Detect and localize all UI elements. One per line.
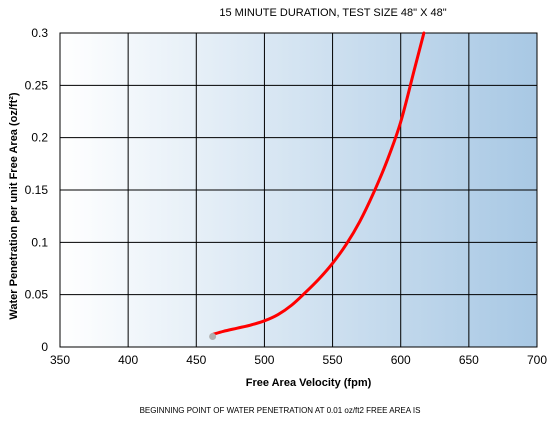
x-axis-label: Free Area Velocity (fpm) (246, 377, 372, 389)
x-tick-label: 400 (118, 353, 138, 367)
y-tick-label: 0.2 (31, 131, 48, 145)
x-tick-label: 350 (50, 353, 70, 367)
x-tick-label: 650 (459, 353, 479, 367)
x-tick-label: 500 (254, 353, 274, 367)
series-line (211, 31, 426, 336)
y-axis-label: Water Penetration per unit Free Area (oz… (8, 92, 20, 319)
x-tick-label: 600 (391, 353, 411, 367)
x-tick-label: 700 (527, 353, 547, 367)
x-axis-ticks: 350 400 450 500 550 600 650 700 (50, 353, 547, 367)
series-layer (209, 31, 426, 341)
y-tick-label: 0.3 (31, 26, 48, 40)
y-tick-label: 0 (41, 340, 48, 354)
y-tick-label: 0.15 (25, 183, 49, 197)
y-tick-label: 0.25 (25, 78, 49, 92)
x-tick-label: 550 (323, 353, 343, 367)
y-axis-ticks: 0 0.05 0.1 0.15 0.2 0.25 0.3 (25, 26, 49, 354)
y-tick-label: 0.05 (25, 288, 49, 302)
y-tick-label: 0.1 (31, 235, 48, 249)
x-tick-label: 450 (186, 353, 206, 367)
chart-title: 15 MINUTE DURATION, TEST SIZE 48" X 48" (219, 7, 446, 19)
footer-note: BEGINNING POINT OF WATER PENETRATION AT … (140, 406, 421, 415)
grid-lines (59, 32, 538, 348)
start-point-marker (209, 333, 217, 341)
